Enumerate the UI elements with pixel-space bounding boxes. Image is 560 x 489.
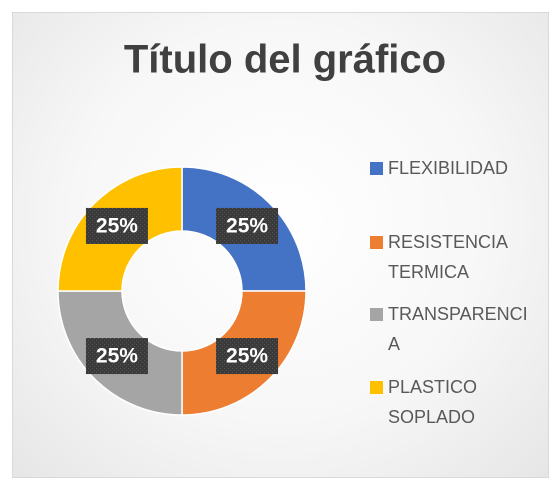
data-label-box — [85, 207, 148, 244]
legend-label: PLASTICO SOPLADO — [388, 377, 478, 427]
legend-swatch — [370, 381, 383, 394]
data-label-box — [216, 338, 279, 375]
data-label-box — [85, 338, 148, 375]
data-label: 25% — [226, 214, 268, 237]
legend-swatch — [370, 162, 383, 175]
chart-title: Título del gráfico — [124, 38, 446, 82]
data-label-box — [216, 207, 279, 244]
legend-label: TRANSPARENCIA — [388, 304, 528, 354]
data-label: 25% — [96, 214, 138, 237]
data-label: 25% — [96, 345, 138, 368]
legend-label: RESISTENCIA TERMICA — [388, 232, 508, 282]
data-label: 25% — [226, 345, 268, 368]
legend-swatch — [370, 308, 383, 321]
legend-label: FLEXIBILIDAD — [388, 158, 509, 178]
legend-swatch — [370, 236, 383, 249]
